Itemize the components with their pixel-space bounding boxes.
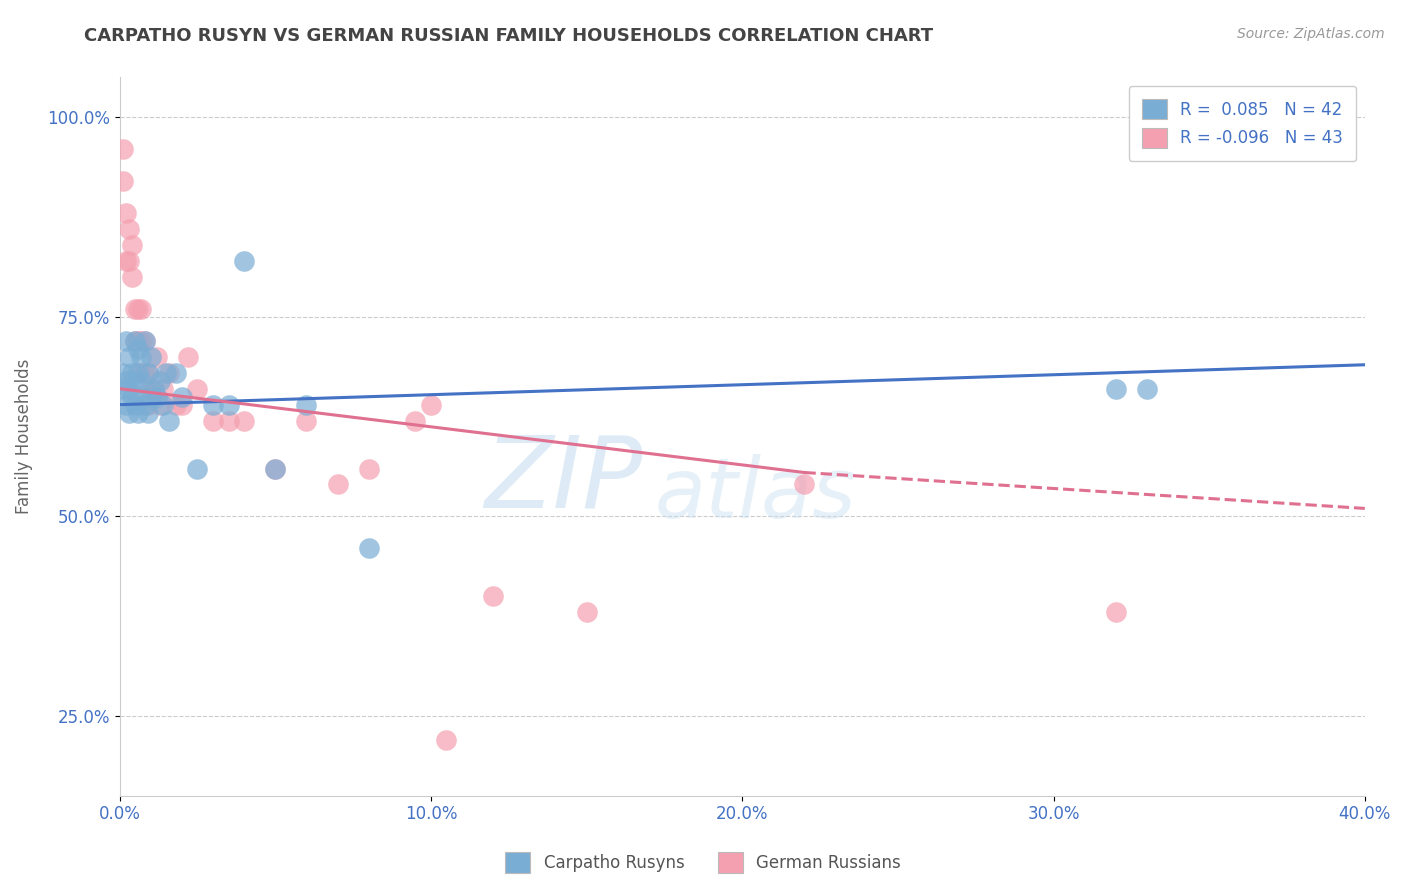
Point	[134, 334, 156, 348]
Point	[264, 461, 287, 475]
Point	[115, 254, 138, 268]
Point	[201, 398, 224, 412]
Text: CARPATHO RUSYN VS GERMAN RUSSIAN FAMILY HOUSEHOLDS CORRELATION CHART: CARPATHO RUSYN VS GERMAN RUSSIAN FAMILY …	[84, 27, 934, 45]
Point	[139, 350, 162, 364]
Point	[152, 382, 174, 396]
Point	[142, 382, 165, 396]
Point	[152, 398, 174, 412]
Point	[121, 366, 143, 380]
Point	[1136, 382, 1159, 396]
Point	[149, 398, 172, 412]
Point	[1105, 382, 1128, 396]
Point	[419, 398, 441, 412]
Point	[201, 414, 224, 428]
Point	[575, 605, 598, 619]
Point	[124, 374, 146, 388]
Point	[326, 477, 349, 491]
Point	[111, 366, 134, 380]
Text: atlas: atlas	[655, 453, 856, 534]
Point	[127, 334, 149, 348]
Point	[124, 334, 146, 348]
Point	[155, 366, 177, 380]
Point	[482, 589, 505, 603]
Point	[134, 334, 156, 348]
Point	[131, 390, 153, 404]
Point	[131, 334, 153, 348]
Legend: Carpatho Rusyns, German Russians: Carpatho Rusyns, German Russians	[499, 846, 907, 880]
Point	[149, 374, 172, 388]
Point	[295, 414, 318, 428]
Point	[295, 398, 318, 412]
Y-axis label: Family Households: Family Households	[15, 359, 32, 515]
Point	[118, 406, 141, 420]
Point	[357, 541, 380, 556]
Point	[233, 414, 256, 428]
Point	[136, 398, 159, 412]
Point	[165, 366, 187, 380]
Point	[131, 350, 153, 364]
Point	[186, 382, 208, 396]
Point	[118, 382, 141, 396]
Point	[111, 142, 134, 156]
Point	[136, 366, 159, 380]
Point	[139, 390, 162, 404]
Point	[134, 398, 156, 412]
Point	[264, 461, 287, 475]
Point	[124, 301, 146, 316]
Point	[177, 350, 200, 364]
Legend: R =  0.085   N = 42, R = -0.096   N = 43: R = 0.085 N = 42, R = -0.096 N = 43	[1129, 86, 1357, 161]
Point	[127, 366, 149, 380]
Point	[136, 366, 159, 380]
Text: ZIP: ZIP	[484, 431, 643, 528]
Point	[131, 301, 153, 316]
Point	[146, 350, 169, 364]
Point	[115, 334, 138, 348]
Point	[115, 206, 138, 220]
Point	[127, 406, 149, 420]
Point	[793, 477, 815, 491]
Point	[436, 732, 458, 747]
Point	[131, 366, 153, 380]
Point	[218, 398, 240, 412]
Point	[121, 238, 143, 252]
Point	[142, 382, 165, 396]
Point	[165, 398, 187, 412]
Point	[118, 350, 141, 364]
Point	[170, 398, 193, 412]
Point	[139, 382, 162, 396]
Point	[218, 414, 240, 428]
Point	[115, 398, 138, 412]
Point	[124, 398, 146, 412]
Point	[157, 414, 180, 428]
Point	[233, 254, 256, 268]
Point	[131, 374, 153, 388]
Point	[357, 461, 380, 475]
Point	[115, 374, 138, 388]
Point	[127, 301, 149, 316]
Point	[170, 390, 193, 404]
Point	[124, 334, 146, 348]
Point	[157, 366, 180, 380]
Point	[146, 390, 169, 404]
Point	[136, 406, 159, 420]
Point	[111, 382, 134, 396]
Point	[121, 390, 143, 404]
Point	[404, 414, 426, 428]
Point	[186, 461, 208, 475]
Point	[118, 222, 141, 236]
Point	[111, 174, 134, 188]
Text: Source: ZipAtlas.com: Source: ZipAtlas.com	[1237, 27, 1385, 41]
Point	[121, 270, 143, 285]
Point	[1105, 605, 1128, 619]
Point	[134, 366, 156, 380]
Point	[127, 342, 149, 356]
Point	[118, 254, 141, 268]
